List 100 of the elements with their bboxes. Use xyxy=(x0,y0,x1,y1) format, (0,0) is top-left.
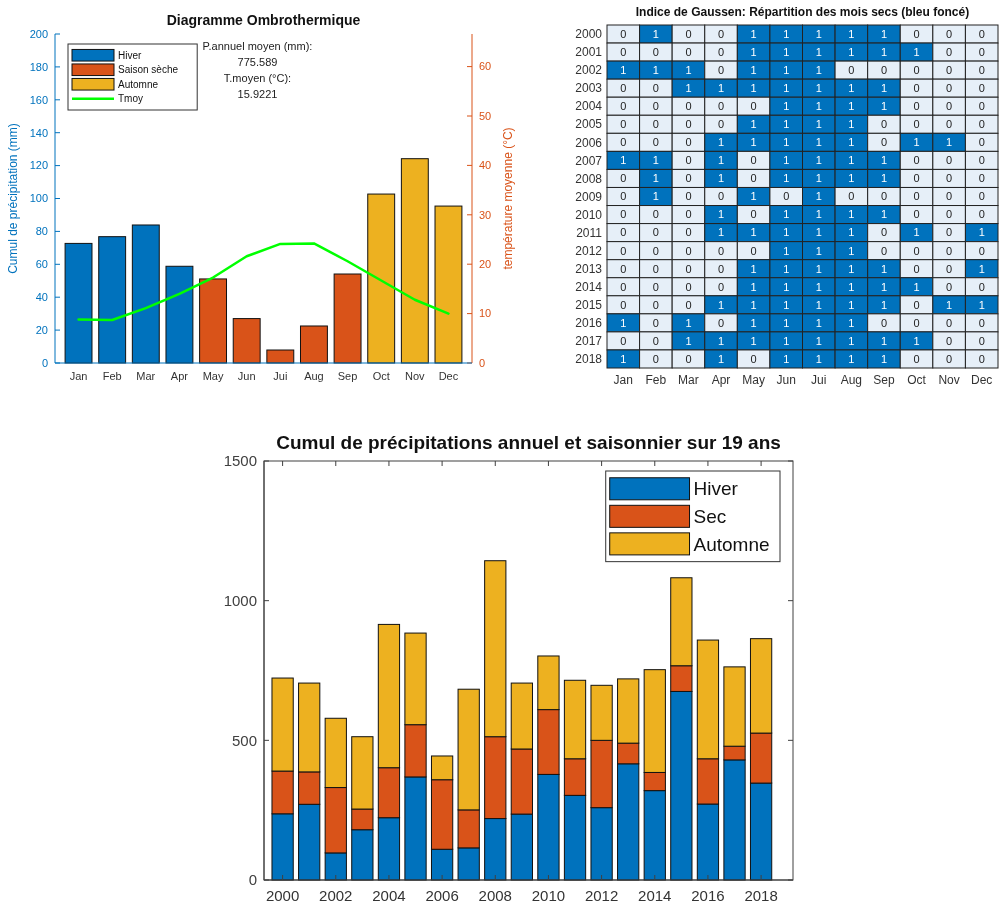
data-label: 0 xyxy=(946,244,953,257)
data-label: 0 xyxy=(620,280,627,293)
x-tick-label: Jui xyxy=(273,370,288,382)
x-tick-label: May xyxy=(742,373,765,387)
data-label: 0 xyxy=(978,100,985,113)
data-label: 1 xyxy=(717,136,725,149)
data-label: 0 xyxy=(717,63,725,76)
data-label: 0 xyxy=(913,208,920,221)
data-label: 1 xyxy=(783,262,790,275)
data-label: 0 xyxy=(913,190,920,203)
data-label: 1 xyxy=(880,208,888,221)
data-label: 0 xyxy=(880,118,888,131)
data-label: 0 xyxy=(750,244,757,257)
data-label: 0 xyxy=(913,82,920,95)
data-label: 1 xyxy=(815,82,822,95)
x-tick-label: Apr xyxy=(711,373,731,387)
data-label: 0 xyxy=(620,100,627,113)
data-label: 1 xyxy=(750,226,757,239)
data-label: 1 xyxy=(783,298,790,311)
x-tick-label: Mar xyxy=(136,370,156,382)
data-label: 0 xyxy=(652,82,659,95)
data-label: 1 xyxy=(750,190,757,203)
data-label: 0 xyxy=(620,136,627,149)
data-label: 0 xyxy=(652,334,659,347)
y-tick-label: 80 xyxy=(35,225,48,238)
data-label: 0 xyxy=(946,45,953,58)
data-label: 1 xyxy=(685,82,692,95)
y-tick-label: 200 xyxy=(29,27,48,40)
y-tick-label: 2004 xyxy=(575,99,603,114)
data-label: 0 xyxy=(880,226,888,239)
data-label: 1 xyxy=(685,316,692,329)
data-label: 1 xyxy=(783,136,790,149)
data-label: 1 xyxy=(848,172,855,185)
x-tick-label: 2008 xyxy=(478,887,512,904)
data-label: 0 xyxy=(685,208,692,221)
data-label: 0 xyxy=(880,63,888,76)
data-label: 0 xyxy=(685,172,692,185)
x-tick-label: Jan xyxy=(613,373,633,387)
x-tick-label: Nov xyxy=(405,370,426,382)
data-label: 0 xyxy=(946,280,953,293)
data-label: 1 xyxy=(783,334,790,347)
data-label: 0 xyxy=(685,244,692,257)
y-tick-label: 0 xyxy=(248,871,257,889)
data-label: 1 xyxy=(848,118,855,131)
data-label: 1 xyxy=(652,154,659,167)
data-label: 0 xyxy=(685,352,692,365)
data-label: 1 xyxy=(783,280,790,293)
data-label: 0 xyxy=(946,262,953,275)
data-label: 1 xyxy=(620,154,627,167)
y-tick-label: 2014 xyxy=(575,279,603,294)
x-tick-label: Aug xyxy=(840,373,863,387)
data-label: 1 xyxy=(815,190,822,203)
y-tick-label: 160 xyxy=(29,93,48,106)
data-label: 0 xyxy=(652,208,659,221)
data-label: 0 xyxy=(652,45,659,58)
data-label: 1 xyxy=(880,154,888,167)
data-label: 0 xyxy=(717,27,725,40)
data-label: 0 xyxy=(978,45,985,58)
data-label: 0 xyxy=(946,172,953,185)
data-label: 0 xyxy=(750,172,757,185)
data-label: 0 xyxy=(913,352,920,365)
data-label: 1 xyxy=(815,45,822,58)
data-label: 1 xyxy=(880,280,888,293)
data-label: 1 xyxy=(815,100,822,113)
y-tick-label: 2017 xyxy=(575,334,603,349)
data-label: 1 xyxy=(620,63,627,76)
data-label: 1 xyxy=(750,316,757,329)
data-label: 0 xyxy=(913,27,920,40)
data-label: 0 xyxy=(946,352,953,365)
data-label: 0 xyxy=(620,298,627,311)
data-label: 1 xyxy=(848,280,855,293)
data-label: 1 xyxy=(815,226,822,239)
data-label: 1 xyxy=(783,63,790,76)
bar xyxy=(333,273,362,364)
data-label: 1 xyxy=(815,244,822,257)
data-label: 0 xyxy=(717,316,725,329)
data-label: 0 xyxy=(848,63,855,76)
data-label: 0 xyxy=(620,172,627,185)
data-label: 1 xyxy=(783,27,790,40)
x-tick-label: 2006 xyxy=(425,887,459,904)
y-tick-label: 20 xyxy=(35,323,48,336)
data-label: 1 xyxy=(880,45,888,58)
data-label: 0 xyxy=(685,262,692,275)
data-label: 1 xyxy=(946,136,953,149)
data-label: 1 xyxy=(717,82,725,95)
data-label: 1 xyxy=(717,334,725,347)
data-label: 1 xyxy=(815,262,822,275)
data-label: 1 xyxy=(848,82,855,95)
y-tick-label: 40 xyxy=(35,291,48,304)
data-label: 1 xyxy=(815,298,822,311)
data-label: 1 xyxy=(652,27,659,40)
data-label: 0 xyxy=(652,352,659,365)
x-tick-label: 2010 xyxy=(531,887,566,904)
y-tick-label: 2009 xyxy=(575,189,603,204)
y-tick-label: 2012 xyxy=(575,243,603,258)
data-label: 1 xyxy=(848,45,855,58)
data-label: 1 xyxy=(783,154,790,167)
data-label: 1 xyxy=(880,334,888,347)
data-label: 0 xyxy=(620,334,627,347)
y-tick-label: 2002 xyxy=(575,63,603,78)
